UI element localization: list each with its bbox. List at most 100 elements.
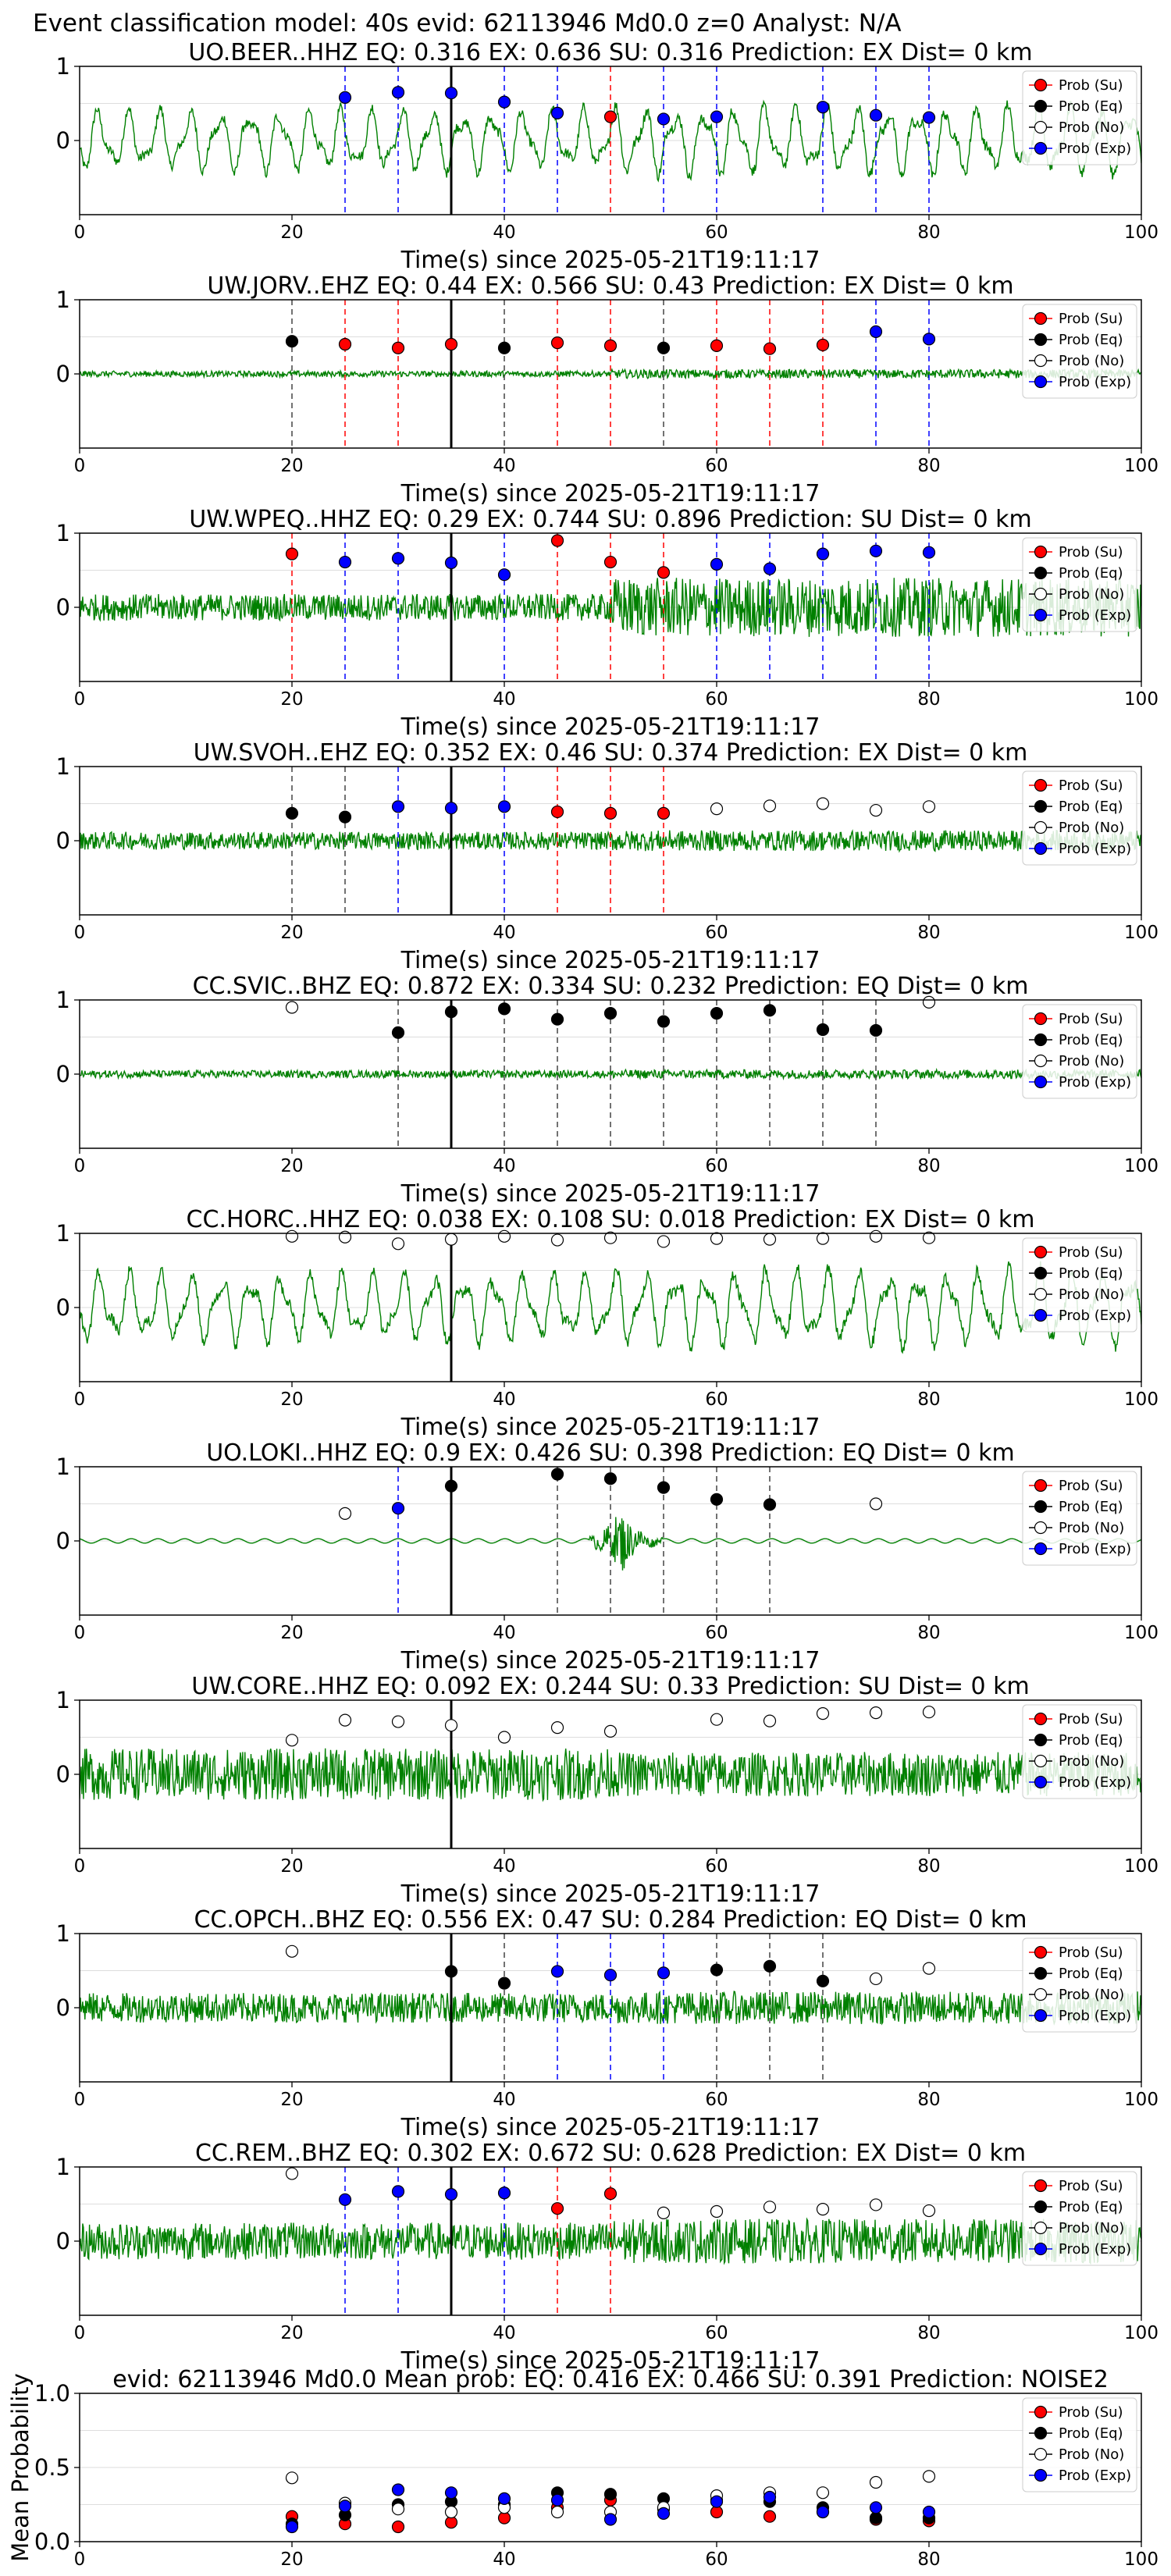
prob-marker-no (710, 1232, 724, 1245)
prob-marker-exp (550, 1965, 564, 1978)
panel-title: UW.CORE..HHZ EQ: 0.092 EX: 0.244 SU: 0.3… (191, 1673, 1029, 1700)
legend-marker-eq (1034, 566, 1048, 580)
prob-marker-eq (497, 341, 511, 354)
mean-prob-marker-no (869, 2475, 883, 2489)
prob-marker-eq (763, 1004, 777, 1017)
x-axis-label: Time(s) since 2025-05-21T19:11:17 (400, 247, 820, 274)
x-tick-label: 100 (1124, 456, 1159, 476)
y-tick-label: 1 (56, 286, 70, 313)
prob-marker-exp (444, 87, 458, 100)
prob-marker-no (285, 1001, 299, 1014)
legend-label: Prob (No) (1059, 586, 1124, 603)
legend-label: Prob (Su) (1059, 1478, 1123, 1494)
prob-marker-no (869, 1972, 883, 1986)
legend-marker-eq (1034, 2200, 1048, 2214)
x-axis-label: Time(s) since 2025-05-21T19:11:17 (400, 2347, 820, 2375)
x-tick-label: 0 (74, 1623, 86, 1643)
prob-marker-exp (710, 110, 724, 123)
prob-marker-no (763, 1714, 777, 1727)
prob-marker-eq (763, 1498, 777, 1511)
prob-marker-exp (338, 555, 352, 569)
legend-label: Prob (No) (1059, 353, 1124, 369)
y-tick-label: 0 (56, 361, 70, 387)
prob-marker-exp (763, 562, 777, 575)
legend-label: Prob (Exp) (1059, 1074, 1131, 1091)
prob-marker-eq (763, 1959, 777, 1973)
prob-marker-no (285, 2167, 299, 2180)
prob-marker-eq (657, 341, 671, 354)
prob-marker-eq (285, 806, 299, 820)
prob-marker-no (550, 1233, 564, 1247)
prob-marker-eq (710, 1963, 724, 1976)
x-tick-label: 60 (705, 2549, 728, 2570)
legend-marker-su (1034, 78, 1048, 92)
y-tick-label: 0 (56, 594, 70, 621)
legend-label: Prob (Eq) (1059, 1032, 1123, 1048)
legend-box (1022, 1004, 1137, 1099)
prob-marker-su (285, 547, 299, 560)
prob-marker-eq (603, 1006, 618, 1020)
legend-marker-no (1034, 820, 1048, 834)
chart-panel-1: UO.BEER..HHZ EQ: 0.316 EX: 0.636 SU: 0.3… (56, 39, 1159, 274)
prob-marker-eq (657, 1481, 671, 1494)
plot-area (80, 1467, 1141, 1615)
x-axis-label: Time(s) since 2025-05-21T19:11:17 (400, 713, 820, 741)
x-axis-label: Time(s) since 2025-05-21T19:11:17 (400, 1647, 820, 1674)
legend-label: Prob (Exp) (1059, 2467, 1131, 2484)
prob-marker-no (710, 802, 724, 816)
x-tick-label: 40 (493, 1623, 515, 1643)
prob-marker-exp (816, 101, 830, 114)
legend-marker-eq (1034, 1966, 1048, 1980)
prob-marker-no (710, 1713, 724, 1726)
x-tick-label: 0 (74, 2090, 86, 2110)
mean-prob-marker-no (816, 2486, 830, 2500)
x-tick-label: 80 (917, 222, 940, 243)
legend-label: Prob (Eq) (1059, 2425, 1123, 2442)
chart-panel-7: UO.LOKI..HHZ EQ: 0.9 EX: 0.426 SU: 0.398… (56, 1439, 1159, 1674)
mean-prob-marker-eq (603, 2488, 618, 2501)
legend-marker-exp (1034, 608, 1048, 622)
prob-marker-no (869, 1229, 883, 1243)
legend-marker-no (1034, 2221, 1048, 2235)
mean-prob-marker-no (922, 2470, 936, 2483)
prob-marker-eq (710, 1006, 724, 1020)
legend-marker-no (1034, 1521, 1048, 1535)
legend-marker-no (1034, 2447, 1048, 2461)
x-tick-label: 0 (74, 2549, 86, 2570)
prob-marker-exp (657, 1966, 671, 1980)
x-tick-label: 80 (917, 1856, 940, 1877)
legend-label: Prob (Exp) (1059, 1774, 1131, 1791)
y-tick-label: 1 (56, 1687, 70, 1713)
x-tick-label: 80 (917, 1623, 940, 1643)
prob-marker-su (550, 336, 564, 350)
prob-marker-exp (444, 556, 458, 570)
panel-title: evid: 62113946 Md0.0 Mean prob: EQ: 0.41… (112, 2366, 1109, 2393)
chart-panel-6: CC.HORC..HHZ EQ: 0.038 EX: 0.108 SU: 0.0… (56, 1206, 1159, 1441)
chart-panel-2: UW.JORV..EHZ EQ: 0.44 EX: 0.566 SU: 0.43… (56, 272, 1159, 507)
x-tick-label: 60 (705, 222, 728, 243)
prob-marker-no (922, 1706, 936, 1719)
y-tick-label: 1 (56, 753, 70, 780)
legend-marker-eq (1034, 1733, 1048, 1747)
legend-box (1022, 1704, 1137, 1799)
legend-label: Prob (Eq) (1059, 2199, 1123, 2215)
prob-marker-exp (391, 1502, 405, 1515)
x-axis-label: Time(s) since 2025-05-21T19:11:17 (400, 2114, 820, 2141)
prob-marker-no (550, 1721, 564, 1735)
mean-prob-marker-exp (657, 2507, 671, 2520)
prob-marker-no (285, 1734, 299, 1747)
legend-label: Prob (Exp) (1059, 607, 1131, 624)
mean-prob-marker-exp (710, 2495, 724, 2508)
mean-prob-marker-exp (444, 2486, 458, 2500)
legend-box (1022, 2397, 1137, 2492)
prob-marker-exp (657, 112, 671, 126)
x-tick-label: 100 (1124, 1156, 1159, 1176)
plot-area (80, 1934, 1141, 2082)
legend-label: Prob (Eq) (1059, 565, 1123, 582)
legend-marker-su (1034, 311, 1048, 326)
legend-label: Prob (Su) (1059, 544, 1123, 560)
x-axis-label: Time(s) since 2025-05-21T19:11:17 (400, 1880, 820, 1908)
legend-marker-su (1034, 2179, 1048, 2193)
x-tick-label: 60 (705, 2323, 728, 2343)
prob-marker-exp (391, 2185, 405, 2198)
